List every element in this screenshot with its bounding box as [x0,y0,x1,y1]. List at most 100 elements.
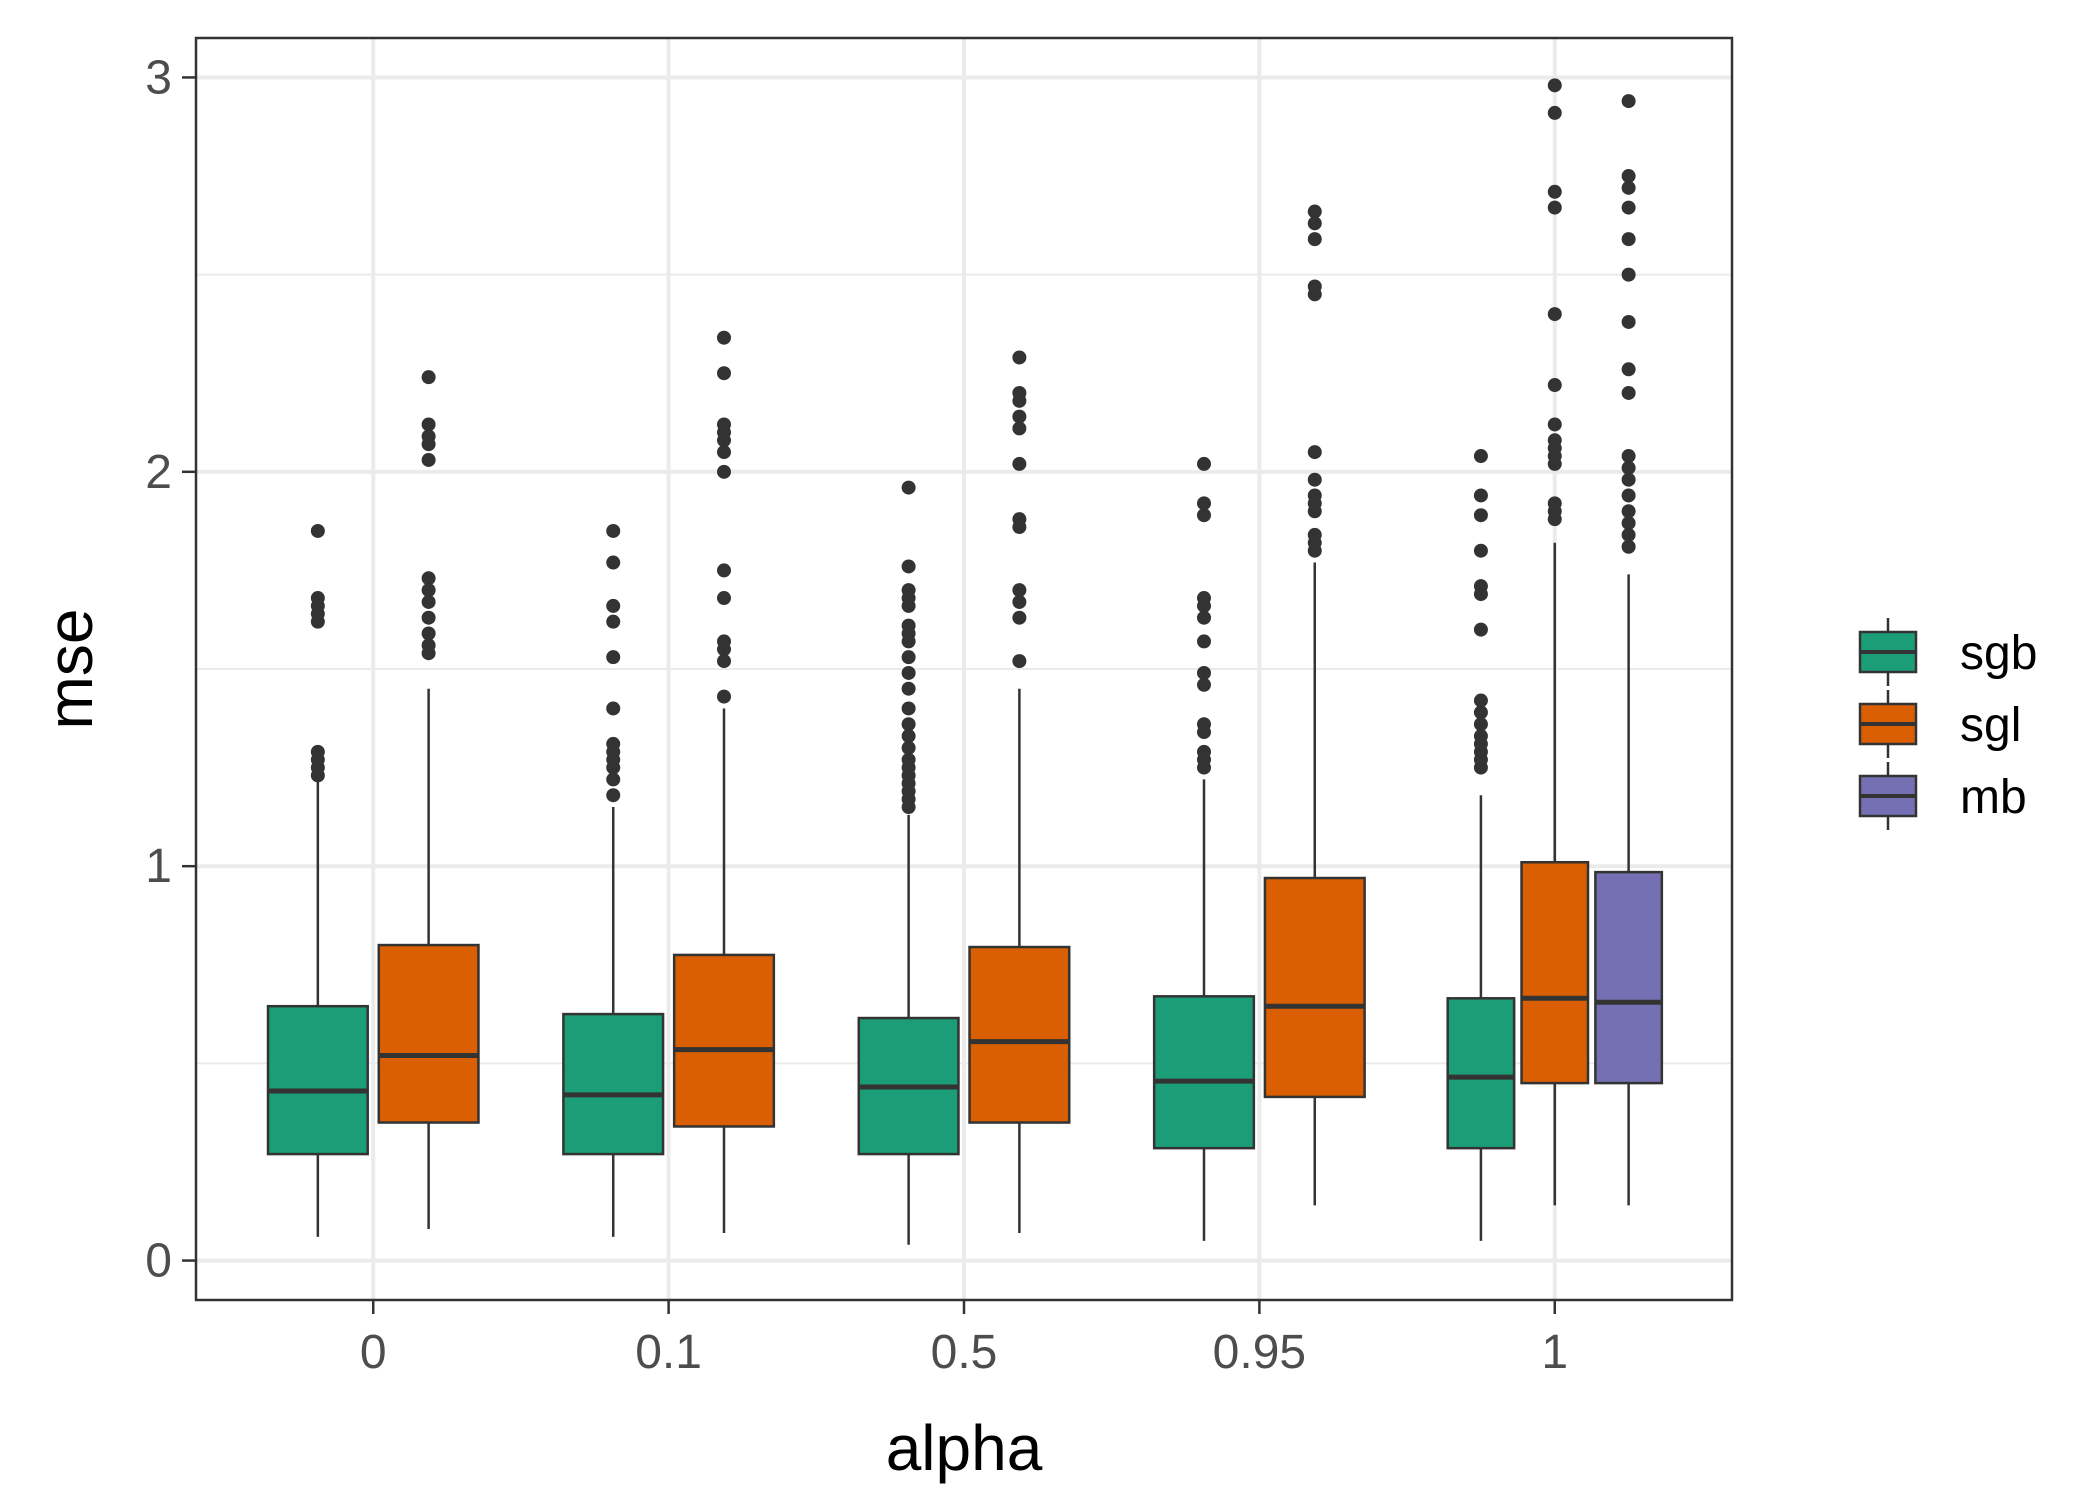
outlier-point [1621,527,1636,542]
outlier-point [1547,105,1562,120]
outlier-point [901,665,916,680]
outlier-point [421,610,436,625]
outlier-point [1197,456,1211,471]
outlier-point [1473,729,1488,744]
outlier-point [606,614,621,629]
outlier-point [717,417,731,432]
outlier-point [1621,314,1636,329]
outlier-point [717,330,731,345]
outlier-point [1307,204,1322,219]
outlier-point [1197,717,1211,732]
outlier-point [1012,512,1027,527]
outlier-point [1012,456,1027,471]
outlier-point [606,701,621,716]
box-iqr [968,945,1071,1124]
outlier-point [310,523,325,538]
outlier-point [1012,583,1027,598]
outlier-point [1473,579,1488,594]
outlier-point [1547,307,1562,322]
outlier-point [901,701,916,716]
outlier-point [1621,362,1636,377]
outlier-point [421,370,436,385]
y-tick-label: 0 [145,1235,172,1288]
outlier-point [1621,200,1636,215]
outlier-point [1621,488,1636,503]
outlier-point [606,650,621,665]
outlier-point [421,571,436,586]
outlier-point [1012,654,1027,669]
outlier-point [901,618,916,633]
outlier-point [1197,634,1211,649]
y-axis: 0 1 2 3 [145,51,196,1288]
box-sgl-1 [1520,78,1590,1206]
outlier-point [901,650,916,665]
outlier-point [717,654,731,669]
legend-label: sgl [1960,699,2021,752]
box-sgl-0.5 [968,350,1071,1233]
outlier-point [606,772,621,787]
outlier-point [717,464,731,479]
outlier-point [1621,539,1636,554]
outlier-point [606,555,621,570]
outlier-point [606,523,621,538]
outlier-point [717,445,731,460]
legend-label: sgb [1960,627,2037,680]
outlier-point [717,591,731,606]
outlier-point [1473,717,1488,732]
outlier-point [901,729,916,744]
box-iqr [1263,876,1366,1099]
outlier-point [606,788,621,803]
outlier-point [1621,94,1636,109]
x-tick-label: 1 [1541,1326,1568,1379]
outlier-point [901,480,916,495]
outlier-point [1547,496,1562,511]
box-iqr [1446,997,1516,1150]
outlier-point [717,366,731,381]
y-tick-label: 2 [145,446,172,499]
legend-item-sgb: sgb [1858,618,2037,686]
outlier-point [1307,279,1322,294]
outlier-point [1621,180,1636,195]
outlier-point [1473,449,1488,464]
box-mb-1 [1594,94,1664,1206]
outlier-point [421,638,436,653]
box-sgb-0.1 [562,523,665,1237]
boxes-layer [266,78,1664,1245]
outlier-point [421,452,436,467]
outlier-point [1621,516,1636,531]
box-sgb-0 [266,523,369,1237]
outlier-point [1307,216,1322,231]
outlier-point [1621,504,1636,519]
box-iqr [562,1012,665,1156]
outlier-point [1547,200,1562,215]
outlier-point [421,594,436,609]
outlier-point [1621,472,1636,487]
box-sgl-0.1 [672,330,776,1233]
outlier-point [1621,460,1636,475]
outlier-point [421,583,436,598]
outlier-point [1197,496,1211,511]
outlier-point [1012,385,1027,400]
outlier-point [1473,622,1488,637]
outlier-point [1307,488,1322,503]
outlier-point [1307,472,1322,487]
y-tick-label: 3 [145,51,172,104]
outlier-point [310,744,325,759]
box-sgb-0.5 [857,480,960,1245]
legend: sgb sgl mb [1858,618,2037,830]
outlier-point [901,559,916,574]
outlier-point [1621,232,1636,247]
box-iqr [377,943,480,1124]
outlier-point [1307,527,1322,542]
outlier-point [1307,232,1322,247]
legend-item-mb: mb [1858,762,2027,830]
x-tick-label: 0.95 [1213,1326,1306,1379]
outlier-point [606,598,621,613]
x-axis: 0 0.1 0.5 0.95 1 [360,1300,1568,1379]
outlier-point [1197,610,1211,625]
outlier-point [1621,385,1636,400]
outlier-point [901,681,916,696]
outlier-point [901,752,916,767]
